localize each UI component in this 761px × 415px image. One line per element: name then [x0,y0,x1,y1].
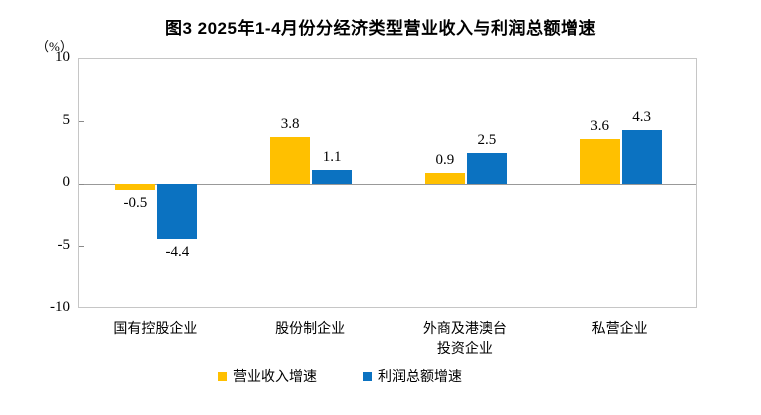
bar-series2-cat1 [157,184,198,239]
bar-value-label: 3.6 [590,118,609,134]
bar-value-label: -4.4 [165,244,190,260]
y-axis-tick [79,183,84,185]
zero-baseline [79,183,696,185]
chart-title: 图3 2025年1-4月份分经济类型营业收入与利润总额增速 [164,19,597,38]
bar-series2-cat4 [621,130,662,184]
bar-value-label: 4.3 [632,109,651,126]
bar-series1-cat1 [115,184,156,191]
bar-value-label: 2.5 [477,131,497,148]
x-category-label: 股份制企业 [275,322,346,337]
x-category-label: 外商及港澳台 投资企业 [422,322,507,357]
bar-series1-cat2 [270,136,311,184]
y-tick-label: 10 [55,49,70,65]
bar-value-label: 0.9 [435,151,455,168]
bar-value-label: 3.8 [280,115,300,132]
y-tick-label: -10 [50,299,70,315]
y-tick-label: -5 [57,236,71,253]
bar-series2-cat3 [466,152,507,184]
y-tick-label: 5 [62,111,71,128]
y-axis-tick [79,246,84,247]
legend: 营业收入增速 利润总额增速 [0,366,680,386]
bar-value-label: 1.1 [322,149,342,166]
legend-label: 利润总额增速 [378,370,462,385]
x-category-label: 私营企业 [591,322,648,337]
y-tick-label: 0 [62,174,71,190]
plot-area: -0.5 3.8 0.9 3.6 -4.4 1.1 2.5 4.3 [78,58,697,308]
bar-value-label: -0.5 [123,195,148,212]
bar-series1-cat3 [424,172,465,184]
y-axis-tick [79,121,84,122]
legend-item: 利润总额增速 [363,366,462,386]
bar-series1-cat4 [579,139,620,184]
legend-swatch-icon [218,371,227,381]
bar-series2-cat2 [312,170,353,184]
legend-item: 营业收入增速 [218,366,317,386]
x-category-label: 国有控股企业 [113,322,198,337]
legend-label: 营业收入增速 [233,370,317,385]
legend-swatch-icon [363,371,372,381]
y-axis-unit-label: （%） [36,39,73,54]
